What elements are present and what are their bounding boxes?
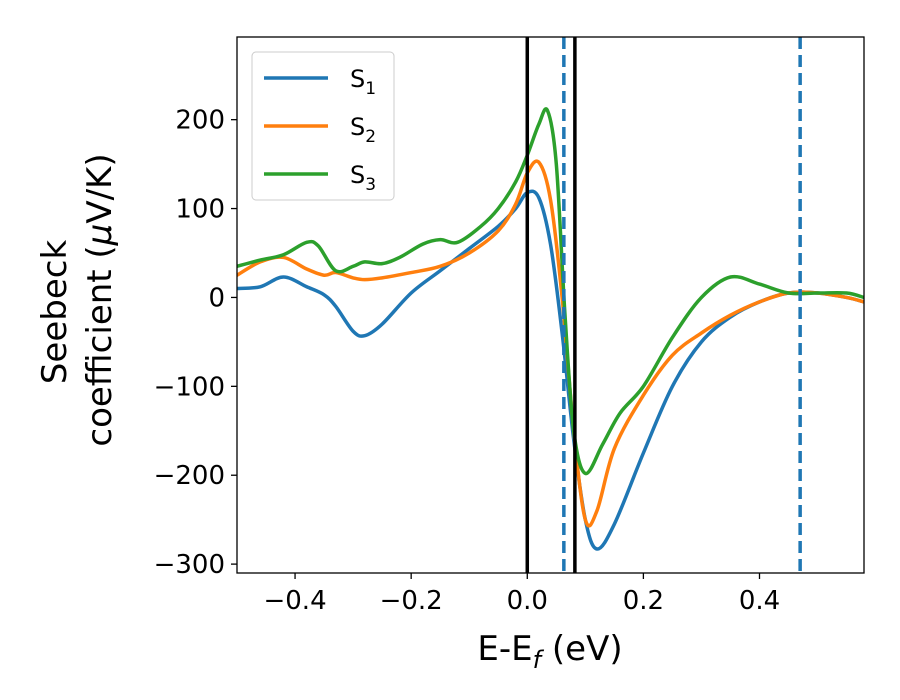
legend-label-s2: S2	[350, 113, 376, 147]
y-tick-label: 200	[175, 106, 225, 136]
x-tick-label: 0.4	[739, 586, 780, 616]
y-axis-ticks: −300 −200 −100 0 100 200	[154, 106, 237, 580]
y-axis-label-line1: Seebeck	[35, 240, 75, 385]
series-line-s3	[237, 107, 864, 476]
x-tick-label: −0.4	[263, 586, 326, 616]
x-axis-ticks: −0.4 −0.2 0.0 0.2 0.4	[263, 573, 780, 616]
x-tick-label: 0.0	[507, 586, 548, 616]
x-tick-label: −0.2	[380, 586, 443, 616]
series-line-s2	[237, 159, 864, 528]
x-tick-label: 0.2	[623, 586, 664, 616]
vertical-reference-lines	[525, 37, 802, 573]
series-line-s1	[237, 189, 864, 551]
plot-frame	[236, 36, 865, 574]
x-axis-label: E-Ef (eV)	[477, 629, 622, 674]
legend-label-s1: S1	[350, 65, 376, 99]
y-tick-label: −100	[154, 372, 225, 402]
y-tick-label: 0	[208, 283, 225, 313]
y-axis-label: Seebeck coefficient (μV/K)	[35, 153, 120, 446]
y-tick-label: −200	[154, 461, 225, 491]
y-tick-label: 100	[175, 195, 225, 225]
y-tick-label: −300	[154, 550, 225, 580]
legend-label-s3: S3	[350, 161, 376, 195]
y-axis-label-line2: coefficient (μV/K)	[80, 153, 120, 446]
legend: S1 S2 S3	[251, 51, 395, 201]
series-lines	[237, 107, 864, 551]
